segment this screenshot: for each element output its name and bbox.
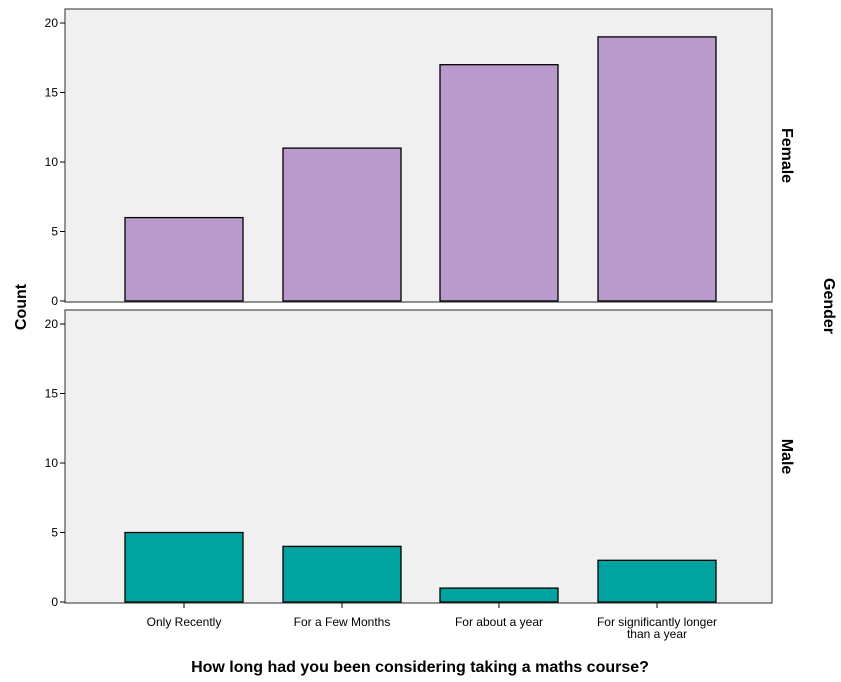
- y-tick-label: 10: [45, 456, 59, 470]
- y-axis-title: Count: [13, 283, 30, 330]
- bar-male: [439, 587, 559, 603]
- x-axis-title: How long had you been considering taking…: [191, 659, 649, 676]
- y-tick-label: 5: [51, 225, 58, 239]
- bar-male: [282, 545, 402, 603]
- panel-label-male: Male: [778, 439, 795, 475]
- x-tick-label: For about a year: [455, 615, 543, 629]
- y-tick-label: 0: [51, 595, 58, 609]
- y-tick-label: 0: [51, 294, 58, 308]
- x-tick-label: than a year: [627, 627, 687, 641]
- y-tick-label: 20: [45, 317, 59, 331]
- bar-female: [439, 64, 559, 302]
- x-tick-label: For significantly longer: [597, 615, 717, 629]
- bar-female: [282, 147, 402, 302]
- y-tick-label: 5: [51, 526, 58, 540]
- x-tick-label: For a Few Months: [294, 615, 391, 629]
- y-tick-label: 15: [45, 387, 59, 401]
- panel-female: 0 5 10 15 20 Female: [45, 8, 795, 308]
- bar-female: [124, 216, 244, 302]
- y-tick-label: 15: [45, 86, 59, 100]
- x-tick-label: Only Recently: [147, 615, 222, 629]
- panel-male: 0 5 10 15 20 Male: [45, 309, 795, 609]
- bar-male: [597, 559, 717, 603]
- y-tick-label: 10: [45, 155, 59, 169]
- panel-label-female: Female: [778, 128, 795, 183]
- bar-female: [597, 36, 717, 302]
- y-tick-label: 20: [45, 16, 59, 30]
- facet-variable-title: Gender: [820, 278, 837, 334]
- bar-male: [124, 531, 244, 603]
